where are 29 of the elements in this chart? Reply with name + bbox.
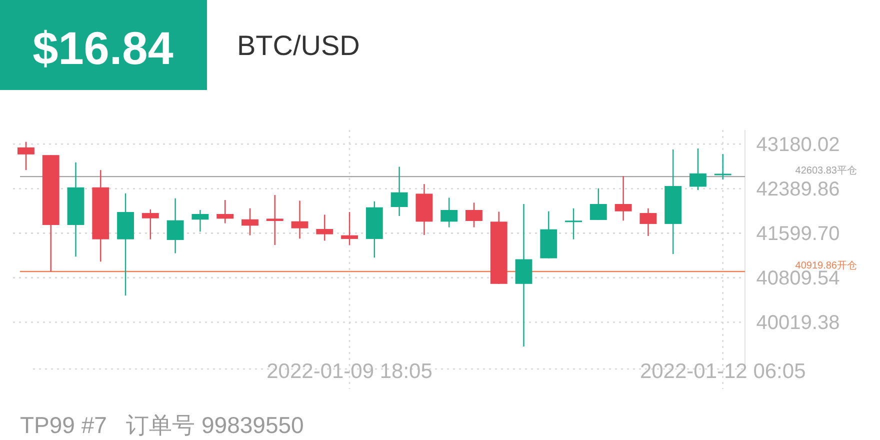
text: TP99 #7 订单号 99839550 — [20, 412, 304, 438]
y-tick-label: 40019.38 — [756, 312, 840, 334]
candlestick — [291, 200, 308, 240]
candlestick — [590, 188, 607, 221]
candlestick — [341, 211, 358, 246]
candlestick — [216, 199, 234, 224]
candlestick — [690, 148, 706, 191]
ref-line-label: 42603.83平仓 — [795, 164, 857, 177]
candlestick — [242, 208, 258, 236]
candlestick — [466, 202, 482, 228]
candlestick — [166, 198, 184, 254]
candlestick — [266, 194, 284, 246]
candlestick — [390, 166, 408, 217]
x-tick-label: 2022-01-09 18:05 — [266, 360, 432, 383]
chart-title: $16.84 — [32, 22, 174, 74]
y-tick-label: 41599.70 — [756, 223, 840, 246]
candlestick — [440, 197, 458, 228]
candlestick — [18, 141, 34, 171]
candlestick — [565, 208, 582, 240]
chart-subtitle: BTC/USD — [237, 30, 360, 61]
candlestick — [192, 209, 209, 232]
x-tick-label: 2022-01-12 06:05 — [640, 360, 806, 383]
candlestick — [714, 153, 732, 180]
y-tick-label: 43180.02 — [756, 134, 840, 156]
candlestick — [640, 208, 657, 237]
candlestick — [316, 214, 334, 242]
candlestick — [142, 208, 159, 240]
candlestick — [614, 175, 632, 222]
y-tick-label: 42389.86 — [756, 178, 840, 201]
